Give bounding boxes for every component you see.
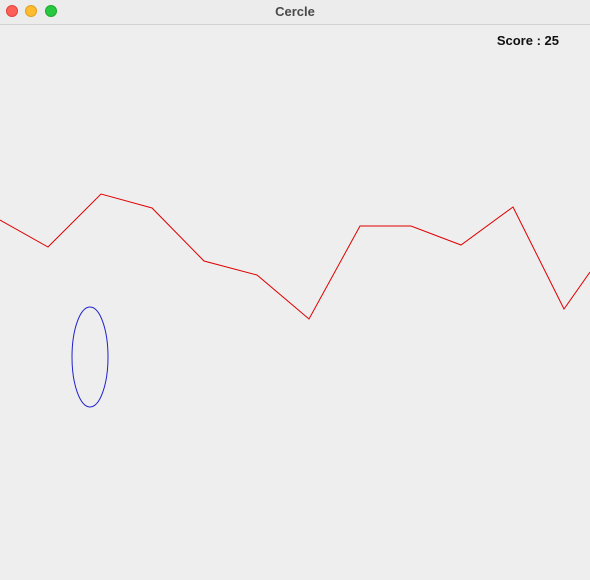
game-canvas[interactable]: [0, 26, 590, 580]
maximize-icon[interactable]: [45, 5, 57, 17]
title-bar: Cercle: [0, 0, 590, 25]
player-circle: [71, 306, 109, 408]
minimize-icon[interactable]: [25, 5, 37, 17]
close-icon[interactable]: [6, 5, 18, 17]
score-display: Score : 25: [496, 33, 559, 48]
window-title: Cercle: [275, 4, 315, 19]
terrain-line: [0, 193, 590, 320]
